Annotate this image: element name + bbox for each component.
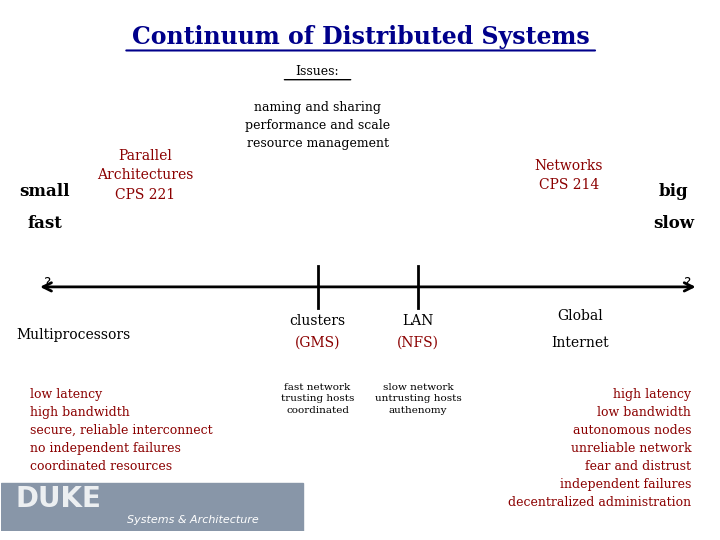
Text: fast network
trusting hosts
coordinated: fast network trusting hosts coordinated xyxy=(281,382,354,415)
Text: Continuum of Distributed Systems: Continuum of Distributed Systems xyxy=(132,25,590,49)
Text: slow network
untrusting hosts
authenomy: slow network untrusting hosts authenomy xyxy=(375,382,462,415)
Text: Systems & Architecture: Systems & Architecture xyxy=(127,515,259,524)
Text: ?: ? xyxy=(45,275,52,289)
Text: (GMS): (GMS) xyxy=(294,336,341,350)
Text: fast: fast xyxy=(27,214,62,232)
Text: LAN: LAN xyxy=(402,314,434,328)
Text: clusters: clusters xyxy=(289,314,346,328)
Text: naming and sharing
performance and scale
resource management: naming and sharing performance and scale… xyxy=(245,101,390,150)
Bar xyxy=(1,483,303,531)
Text: Multiprocessors: Multiprocessors xyxy=(16,328,130,342)
Text: Issues:: Issues: xyxy=(296,65,339,78)
Text: low latency
high bandwidth
secure, reliable interconnect
no independent failures: low latency high bandwidth secure, relia… xyxy=(30,388,212,473)
Text: Parallel
Architectures
CPS 221: Parallel Architectures CPS 221 xyxy=(97,149,193,202)
Text: ?: ? xyxy=(684,275,691,289)
Text: Networks
CPS 214: Networks CPS 214 xyxy=(535,159,603,192)
FancyArrowPatch shape xyxy=(43,283,693,291)
Text: Global: Global xyxy=(557,309,603,323)
Text: big: big xyxy=(659,183,688,200)
Text: slow: slow xyxy=(653,214,694,232)
Text: small: small xyxy=(19,183,70,200)
Text: Internet: Internet xyxy=(551,336,608,350)
Text: (NFS): (NFS) xyxy=(397,336,439,350)
Text: high latency
low bandwidth
autonomous nodes
unreliable network
fear and distrust: high latency low bandwidth autonomous no… xyxy=(508,388,691,509)
Text: DUKE: DUKE xyxy=(16,485,102,514)
